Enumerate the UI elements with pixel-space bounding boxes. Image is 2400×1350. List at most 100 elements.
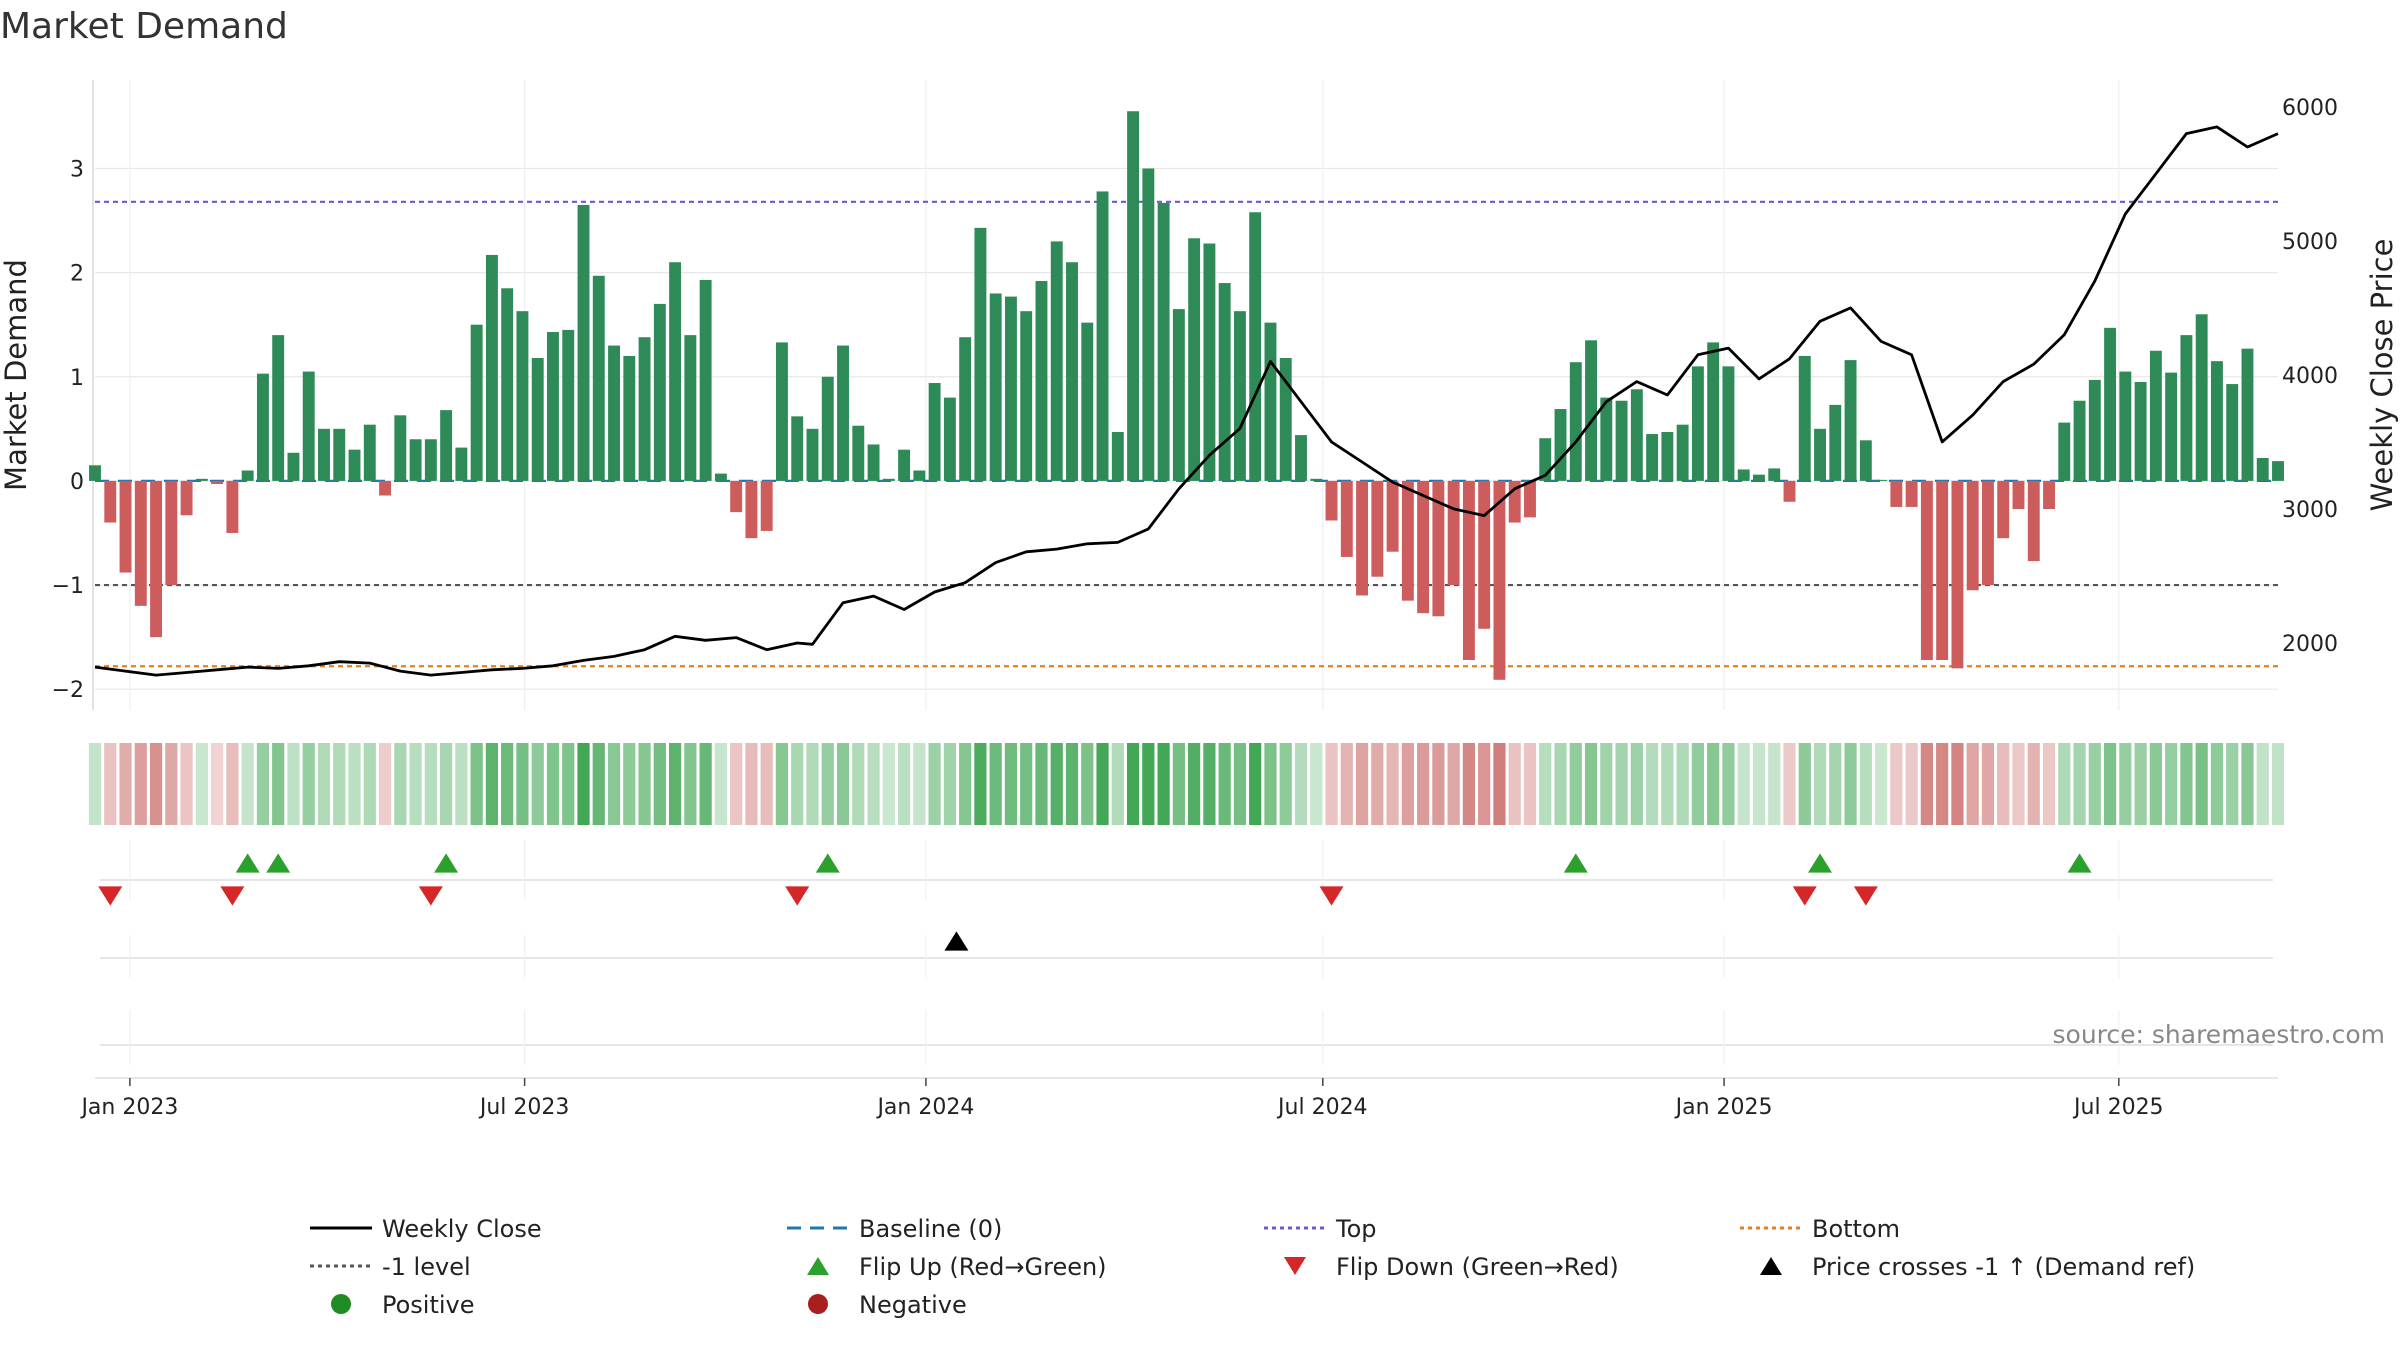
demand-bar <box>1264 322 1277 481</box>
demand-bar <box>241 470 254 481</box>
flip-up-marker <box>235 853 260 873</box>
strip-cell <box>1844 743 1857 825</box>
demand-bar <box>119 480 132 573</box>
strip-cell <box>1752 743 1766 825</box>
demand-bar <box>1417 480 1430 614</box>
demand-bar <box>1615 400 1628 481</box>
demand-bar <box>1753 474 1765 481</box>
demand-bar <box>577 204 590 481</box>
strip-cell <box>1203 743 1216 825</box>
strip-cell <box>1798 743 1811 825</box>
demand-bar <box>226 480 239 533</box>
strip-cell <box>1676 743 1689 825</box>
strip-cell <box>531 743 544 825</box>
strip-cell <box>1462 743 1476 825</box>
demand-bar <box>760 480 773 531</box>
strip-cell <box>1355 743 1369 825</box>
strip-cell <box>1188 743 1201 825</box>
demand-bar <box>333 428 346 481</box>
strip-cell <box>302 743 315 825</box>
strip-cell <box>1508 743 1521 825</box>
strip-cell <box>638 743 651 825</box>
strip-cell <box>1600 743 1613 825</box>
demand-bar <box>1691 366 1704 481</box>
demand-bar <box>1783 480 1796 502</box>
strip-cell <box>562 743 575 825</box>
strip-cell <box>2058 743 2071 825</box>
demand-bar <box>211 480 224 485</box>
demand-bar <box>1249 212 1262 481</box>
strip-cell <box>1218 743 1231 825</box>
y-axis-left-label: Market Demand <box>0 259 33 491</box>
strip-cell <box>1417 743 1430 825</box>
legend-item: Flip Down (Green→Red) <box>1284 1253 1619 1281</box>
strip-cell <box>897 743 911 825</box>
demand-bar <box>1630 389 1643 481</box>
x-tick-label: Jul 2024 <box>1276 1095 1368 1120</box>
strip-cell <box>2256 743 2269 825</box>
strip-cell <box>867 743 880 825</box>
strip-cell <box>1081 743 1094 825</box>
strip-cell <box>1554 743 1567 825</box>
legend-label: Negative <box>859 1291 967 1319</box>
price-line <box>94 125 2279 677</box>
strip-cell <box>394 743 407 825</box>
demand-bar <box>1279 358 1292 481</box>
y-left-tick-label: 3 <box>70 158 84 183</box>
demand-bar <box>195 478 208 481</box>
chart-title: Market Demand <box>0 6 288 47</box>
legend-dot-icon <box>808 1294 828 1314</box>
strip-cell <box>1951 743 1964 825</box>
demand-bar <box>638 337 651 481</box>
demand-bar <box>714 473 727 481</box>
strip-cell <box>424 743 437 825</box>
legend-up-triangle-icon <box>1760 1257 1782 1275</box>
strip-cell <box>791 743 804 825</box>
strip-cell <box>546 743 560 825</box>
demand-bar <box>1157 202 1170 481</box>
strip-cell <box>2271 743 2285 825</box>
demand-bar <box>1188 238 1201 481</box>
flip-down-marker <box>418 886 443 906</box>
flip-up-marker <box>2067 853 2092 873</box>
demand-bar <box>1859 440 1872 481</box>
strip-cell <box>165 743 178 825</box>
strip-cell <box>1569 743 1582 825</box>
strip-cell <box>1401 743 1414 825</box>
flip-up-marker <box>434 853 459 873</box>
strip-cell <box>1493 743 1506 825</box>
x-tick-label: Jul 2023 <box>478 1095 570 1120</box>
strip-cell <box>134 743 147 825</box>
demand-bar <box>1066 262 1078 481</box>
demand-bar <box>2272 461 2284 481</box>
strip-cell <box>485 743 499 825</box>
demand-bar <box>440 410 453 481</box>
strip-cell <box>668 743 682 825</box>
strip-cell <box>1829 743 1842 825</box>
strip-cell <box>348 743 361 825</box>
strip-cell <box>882 743 895 825</box>
demand-bar <box>562 329 575 481</box>
demand-bar <box>959 337 972 481</box>
demand-bar <box>455 447 468 481</box>
demand-bar <box>1829 404 1842 481</box>
strip-cell <box>516 743 529 825</box>
demand-bar <box>516 311 529 481</box>
strip-cell <box>1325 743 1338 825</box>
strip-cell <box>1126 743 1140 825</box>
flip-down-marker <box>785 886 810 906</box>
legend-item: Positive <box>331 1291 475 1319</box>
strip-cell <box>974 743 987 825</box>
demand-bar <box>2226 384 2239 481</box>
legend-dot-icon <box>331 1294 351 1314</box>
demand-bar <box>699 279 712 481</box>
demand-bar <box>287 452 300 481</box>
strip-cell <box>2134 743 2147 825</box>
demand-bar <box>898 449 911 481</box>
strip-cell <box>592 743 605 825</box>
demand-bar <box>1936 480 1949 661</box>
demand-bar <box>1508 480 1521 523</box>
demand-bar <box>409 439 422 481</box>
demand-bar <box>1569 362 1582 481</box>
legend-label: Flip Up (Red→Green) <box>859 1253 1107 1281</box>
